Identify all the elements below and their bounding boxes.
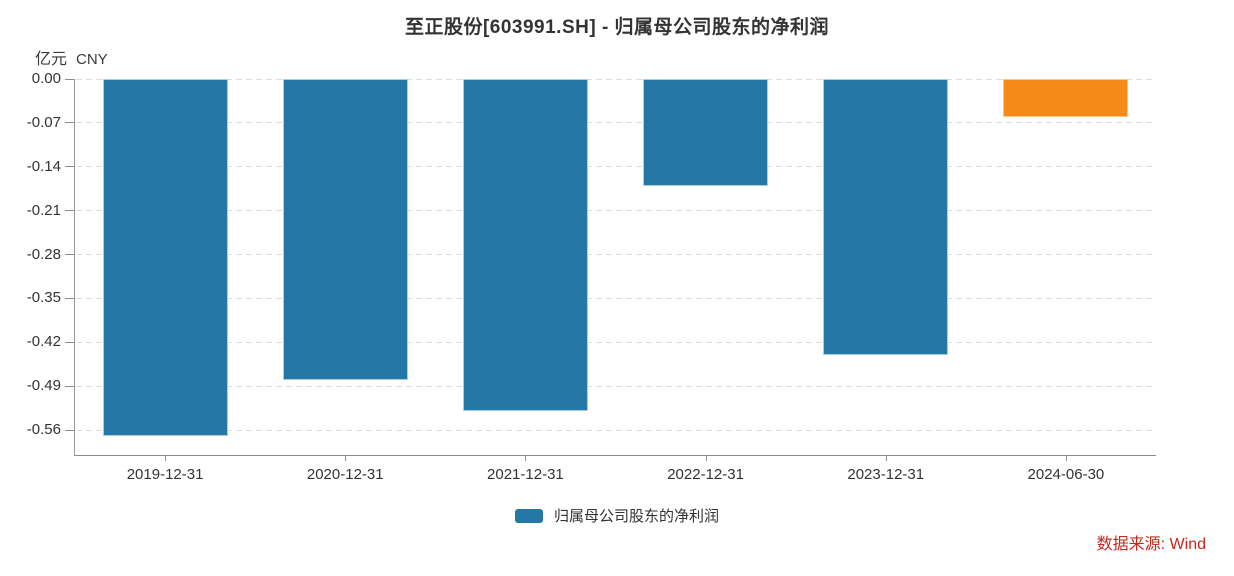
- gridline: [76, 254, 1156, 255]
- plot-area: 0.00 -0.07 -0.14 -0.21 -0.28 -0.35 -0.42 -0.49 -…: [27, 71, 1156, 483]
- x-tick-label: 2024-06-30: [1027, 466, 1105, 483]
- unit-cny: CNY: [76, 51, 108, 68]
- y-axis-tick: [65, 254, 75, 255]
- gridline: [76, 341, 1156, 343]
- x-tick-label: 2019-12-31: [126, 466, 204, 483]
- bar-2022-12-31[interactable]: [643, 79, 769, 186]
- y-axis-tick: [65, 78, 75, 80]
- bar-2021-12-31[interactable]: [462, 79, 588, 411]
- y-axis-tick: [65, 210, 75, 212]
- x-axis-tick: [885, 455, 887, 461]
- legend-swatch: [514, 508, 543, 523]
- y-axis-tick: [65, 429, 75, 431]
- y-axis-tick: [65, 166, 75, 168]
- x-axis-tick: [345, 455, 347, 461]
- bar-2023-12-31[interactable]: [823, 79, 949, 355]
- y-axis-unit-label: 亿元 CNY: [35, 45, 108, 69]
- y-tick-label: -0.49: [26, 377, 61, 395]
- y-tick-label: -0.14: [26, 157, 61, 175]
- gridline: [76, 122, 1156, 124]
- y-tick-label: -0.21: [26, 201, 61, 219]
- x-tick-label: 2022-12-31: [667, 466, 744, 483]
- x-axis-tick: [705, 455, 707, 461]
- data-source-label: 数据来源: Wind: [1096, 536, 1206, 553]
- unit-yi-yuan: 亿元: [35, 51, 68, 68]
- y-axis-tick: [65, 385, 75, 387]
- gridline: [76, 210, 1156, 212]
- gridline: [76, 429, 1156, 431]
- bar-2019-12-31[interactable]: [102, 79, 228, 436]
- chart-title: 至正股份[603991.SH] - 归属母公司股东的净利润: [404, 17, 830, 38]
- y-tick-label: -0.07: [26, 113, 61, 131]
- x-tick-label: 2021-12-31: [487, 466, 564, 483]
- y-tick-label: -0.28: [26, 245, 61, 263]
- gridline: [76, 78, 1156, 80]
- y-tick-label: 0.00: [31, 70, 61, 87]
- y-axis-tick: [65, 341, 75, 343]
- gridline: [76, 166, 1156, 168]
- y-axis-tick: [65, 122, 75, 124]
- x-axis-tick: [165, 455, 167, 461]
- x-axis-tick: [1065, 455, 1067, 461]
- y-tick-label: -0.56: [26, 421, 61, 438]
- legend-label: 归属母公司股东的净利润: [553, 508, 719, 525]
- x-tick-label: 2023-12-31: [847, 466, 925, 483]
- bar-2024-06-30[interactable]: [1003, 79, 1129, 117]
- y-tick-label: -0.35: [26, 289, 61, 307]
- bar-2020-12-31[interactable]: [282, 79, 408, 380]
- gridline: [76, 385, 1156, 387]
- gridline: [76, 297, 1156, 299]
- legend[interactable]: 归属母公司股东的净利润: [0, 505, 1234, 526]
- y-tick-label: -0.42: [26, 333, 61, 351]
- x-axis-tick: [525, 455, 527, 461]
- x-tick-label: 2020-12-31: [306, 466, 384, 483]
- y-axis-tick: [65, 297, 75, 299]
